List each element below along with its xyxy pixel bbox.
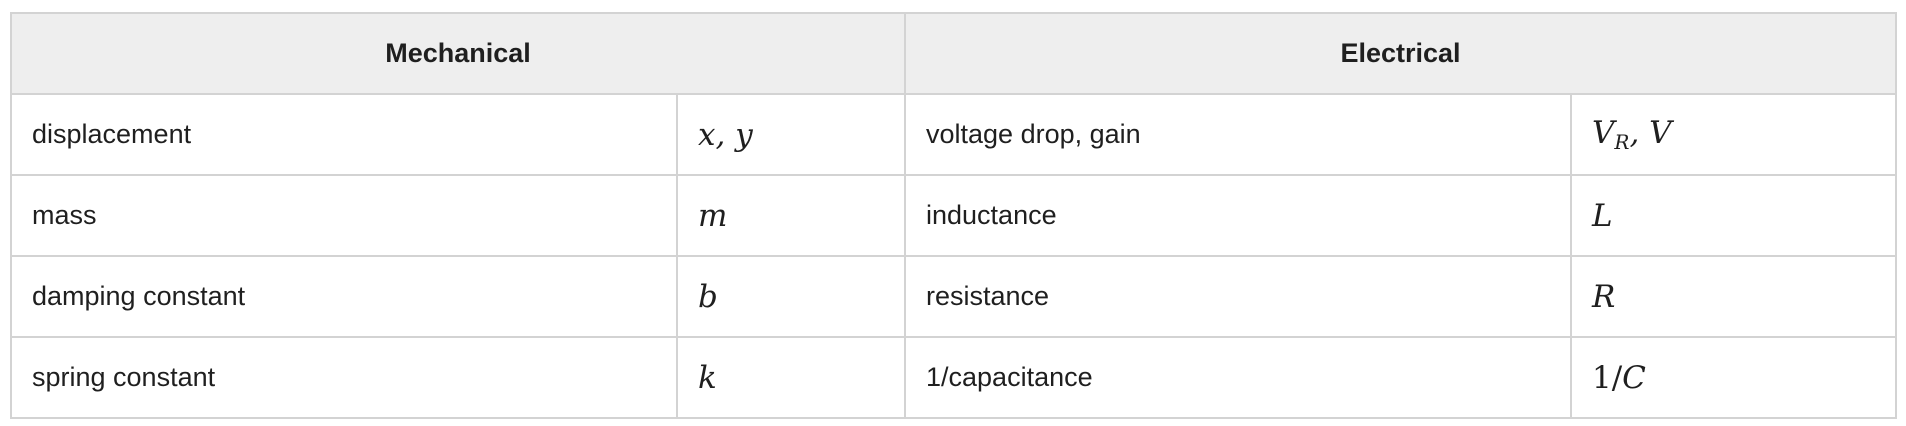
elec-label: 1/capacitance [904,336,1572,419]
mech-symbol: k [676,336,906,419]
elec-symbol-main: V [1592,115,1615,151]
analogy-table: Mechanical Electrical displacement x, y … [10,12,1898,419]
elec-symbol-subscript: R [1614,130,1630,154]
elec-label: voltage drop, gain [904,93,1572,176]
mech-label: displacement [10,93,678,176]
elec-symbol-variable: C [1622,359,1646,396]
table-row: spring constant k 1/capacitance 1/C [10,336,1898,419]
elec-symbol: 1/C [1569,336,1898,419]
table-row: displacement x, y voltage drop, gain VR,… [10,93,1898,176]
table-body: displacement x, y voltage drop, gain VR,… [10,93,1898,419]
header-electrical: Electrical [903,12,1898,95]
elec-symbol-numeral: 1/ [1592,359,1623,396]
elec-symbol: VR, V [1569,93,1898,176]
table-header: Mechanical Electrical [10,12,1898,95]
elec-label: resistance [904,255,1572,338]
mech-label: spring constant [10,336,678,419]
header-mechanical: Mechanical [10,12,906,95]
elec-symbol: R [1569,255,1898,338]
mech-label: mass [10,174,678,257]
elec-symbol: L [1569,174,1898,257]
table-row: damping constant b resistance R [10,255,1898,338]
elec-symbol-rest: , V [1629,115,1672,151]
mech-symbol: x, y [676,93,906,176]
elec-label: inductance [904,174,1572,257]
mech-symbol: m [676,174,906,257]
header-row: Mechanical Electrical [10,12,1898,95]
table-row: mass m inductance L [10,174,1898,257]
mech-label: damping constant [10,255,678,338]
mech-symbol: b [676,255,906,338]
